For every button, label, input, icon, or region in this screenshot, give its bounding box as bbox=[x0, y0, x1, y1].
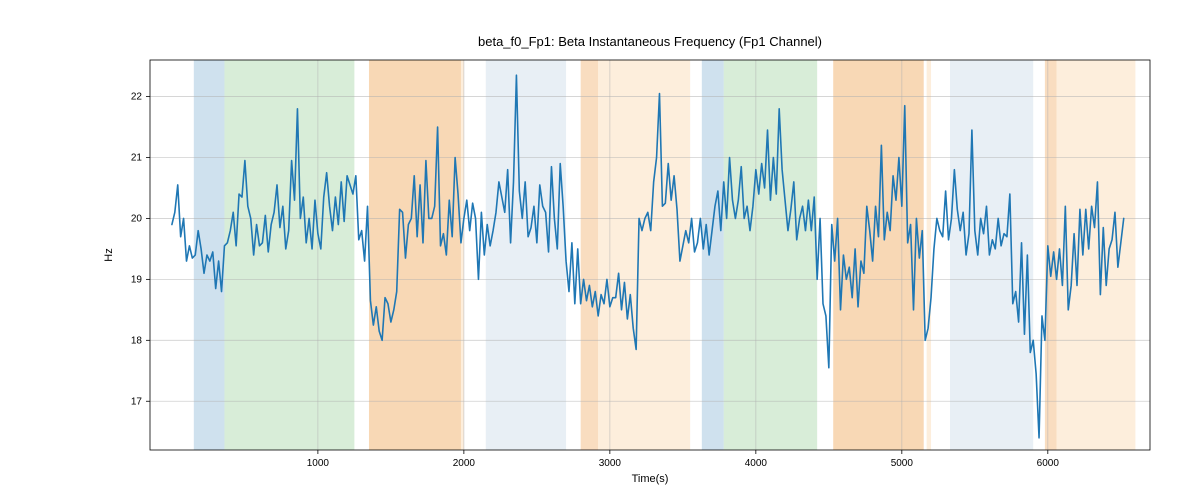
y-tick-label: 18 bbox=[131, 335, 143, 346]
region bbox=[702, 60, 724, 450]
x-tick-label: 4000 bbox=[745, 458, 768, 469]
y-tick-label: 19 bbox=[131, 274, 143, 285]
x-tick-label: 3000 bbox=[599, 458, 622, 469]
y-tick-label: 20 bbox=[131, 213, 143, 224]
region bbox=[724, 60, 817, 450]
regions bbox=[194, 60, 1136, 450]
chart-title: beta_f0_Fp1: Beta Instantaneous Frequenc… bbox=[478, 34, 822, 49]
x-tick-label: 5000 bbox=[891, 458, 914, 469]
region bbox=[194, 60, 225, 450]
y-tick-label: 22 bbox=[131, 92, 143, 103]
x-tick-label: 2000 bbox=[453, 458, 476, 469]
region bbox=[927, 60, 931, 450]
region bbox=[581, 60, 599, 450]
y-axis-label: Hz bbox=[103, 248, 115, 261]
region bbox=[486, 60, 566, 450]
region bbox=[1045, 60, 1057, 450]
region bbox=[369, 60, 461, 450]
y-tick-label: 21 bbox=[131, 153, 143, 164]
line-chart: 1000 2000 3000 4000 5000 6000 17 18 19 20 21 22 Time… bbox=[0, 0, 1200, 500]
region bbox=[598, 60, 690, 450]
y-tick-label: 17 bbox=[131, 396, 143, 407]
x-axis-label: Time(s) bbox=[632, 473, 669, 485]
x-tick-label: 6000 bbox=[1037, 458, 1060, 469]
region bbox=[224, 60, 354, 450]
region bbox=[1057, 60, 1136, 450]
region bbox=[461, 60, 464, 450]
x-tick-label: 1000 bbox=[307, 458, 330, 469]
chart-container: 1000 2000 3000 4000 5000 6000 17 18 19 20 21 22 Time… bbox=[0, 0, 1200, 500]
region bbox=[833, 60, 924, 450]
